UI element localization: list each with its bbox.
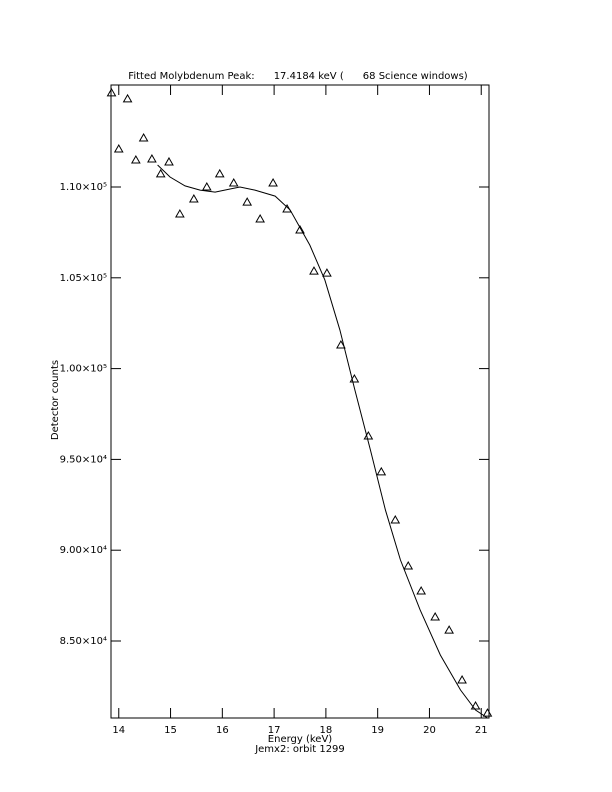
- data-point: [214, 168, 225, 178]
- data-point: [470, 701, 481, 710]
- x-tick-label: 15: [164, 725, 177, 736]
- data-point: [201, 181, 212, 191]
- data-point: [188, 193, 199, 203]
- data-point: [403, 560, 414, 570]
- data-point: [175, 209, 185, 218]
- chart-title: Fitted Molybdenum Peak: 17.4184 keV ( 68…: [128, 71, 468, 82]
- y-tick-label: 1.00×10⁵: [60, 364, 107, 375]
- data-point: [322, 268, 332, 277]
- data-point: [390, 515, 401, 524]
- data-point: [430, 612, 441, 621]
- plot-frame: [110, 84, 490, 719]
- data-point: [336, 339, 346, 349]
- data-point: [295, 225, 305, 234]
- data-point: [482, 708, 493, 717]
- subtitle: Jemx2: orbit 1299: [254, 744, 345, 755]
- y-tick-label: 1.05×10⁵: [60, 273, 107, 284]
- data-point: [147, 154, 157, 163]
- x-tick-label: 21: [475, 725, 488, 736]
- y-tick-label: 9.50×10⁴: [60, 454, 107, 465]
- data-point: [268, 178, 278, 187]
- y-tick-label: 9.00×10⁴: [60, 545, 107, 556]
- y-tick-label: 1.10×10⁵: [60, 182, 107, 193]
- data-point: [376, 466, 387, 476]
- x-tick-label: 19: [371, 725, 384, 736]
- data-point: [309, 266, 319, 275]
- data-point: [122, 93, 133, 103]
- x-tick-label: 17: [268, 725, 281, 736]
- data-point: [155, 168, 166, 178]
- data-point: [113, 144, 124, 153]
- data-point: [255, 213, 265, 223]
- y-axis-label: Detector counts: [50, 360, 61, 440]
- data-point: [444, 625, 454, 634]
- data-point: [282, 203, 292, 213]
- data-point: [416, 586, 427, 595]
- x-tick-label: 20: [423, 725, 436, 736]
- data-point: [106, 87, 117, 97]
- y-tick-label: 8.50×10⁴: [60, 636, 107, 647]
- x-tick-label: 18: [320, 725, 333, 736]
- data-point: [138, 132, 149, 142]
- fit-curve: [157, 164, 488, 719]
- data-point: [130, 154, 141, 164]
- x-tick-label: 16: [216, 725, 229, 736]
- x-axis-label: Energy (keV): [268, 734, 333, 745]
- data-point: [457, 675, 467, 684]
- data-point: [228, 178, 239, 187]
- x-tick-label: 14: [112, 725, 125, 736]
- data-point: [164, 156, 174, 166]
- data-point: [242, 197, 253, 206]
